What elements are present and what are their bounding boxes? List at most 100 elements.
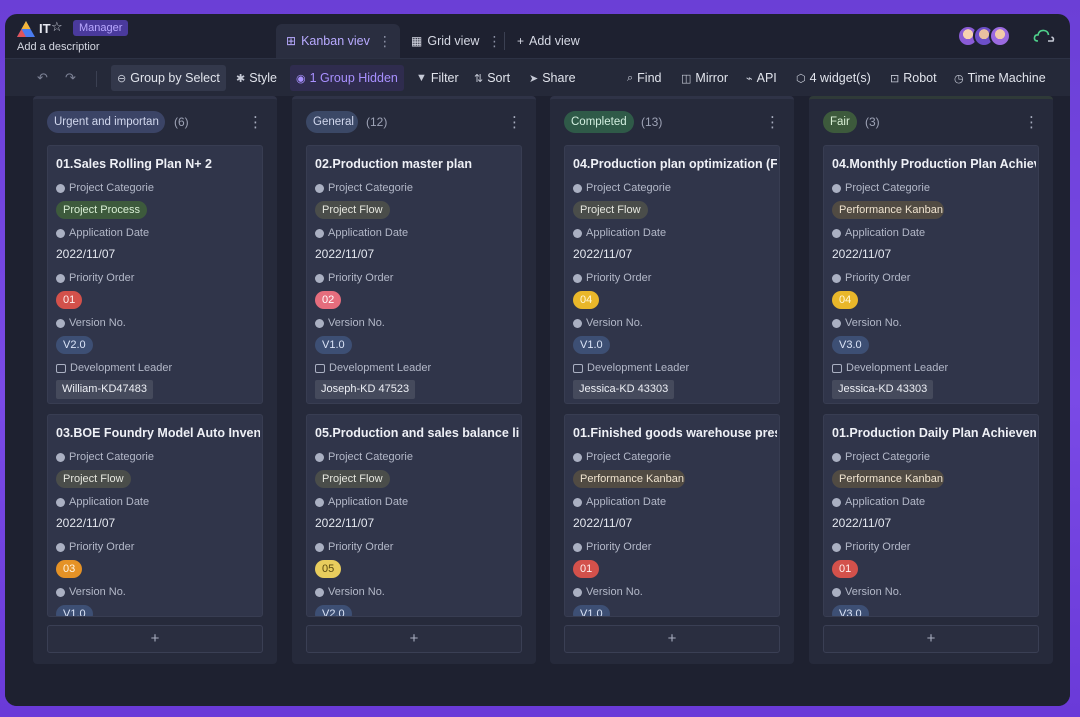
- category-tag: Performance Kanban: [832, 201, 944, 219]
- share-label: Share: [542, 71, 576, 85]
- field-label-text: Project Categorie: [845, 451, 930, 463]
- kanban-card[interactable]: 02.Production master plan Project Categor…: [306, 145, 522, 404]
- leader-tag: Jessica-KD 43303: [573, 380, 675, 399]
- api-button[interactable]: ⌁ API: [746, 67, 777, 89]
- time-machine-button[interactable]: ◷ Time Machine: [954, 67, 1046, 89]
- column-more-icon[interactable]: ⋮: [248, 114, 263, 131]
- field-label-version: Version No.: [315, 586, 385, 598]
- column-group-tag[interactable]: Urgent and importan: [47, 111, 165, 133]
- column-count: (12): [366, 115, 388, 129]
- column-header: Completed (13) ⋮: [564, 111, 784, 135]
- column-group-tag[interactable]: Fair: [823, 111, 857, 133]
- add-card-button[interactable]: +: [564, 625, 780, 653]
- kanban-card[interactable]: 05.Production and sales balance lin Proje…: [306, 414, 522, 617]
- kanban-card[interactable]: 01.Sales Rolling Plan N+ 2 Project Catego…: [47, 145, 263, 404]
- category-tag: Project Flow: [315, 470, 390, 488]
- version-tag: V1.0: [315, 336, 352, 354]
- date-field-icon: [832, 497, 841, 507]
- kanban-column: Fair (3) ⋮ 04.Monthly Production Plan Achie…: [809, 96, 1053, 664]
- tab-grid-view[interactable]: ▦ Grid view ⋮: [407, 24, 503, 58]
- column-more-icon[interactable]: ⋮: [765, 114, 780, 131]
- style-button[interactable]: ✱ Style: [236, 67, 277, 89]
- tab-more-icon[interactable]: ⋮: [377, 32, 392, 49]
- date-field-icon: [56, 497, 65, 507]
- collaborator-avatars[interactable]: [957, 25, 1011, 47]
- priority-field-icon: [315, 273, 324, 283]
- description-field[interactable]: Add a descriptior: [17, 41, 100, 53]
- find-button[interactable]: ⌕ Find: [627, 67, 662, 89]
- priority-tag: 01: [573, 560, 600, 578]
- field-label-text: Application Date: [328, 227, 409, 239]
- robot-button[interactable]: ⊡ Robot: [890, 67, 937, 89]
- field-label-priority: Priority Order: [315, 272, 393, 284]
- column-group-tag[interactable]: General: [306, 111, 358, 133]
- add-view-button[interactable]: + Add view: [513, 24, 603, 58]
- priority-field-icon: [573, 542, 582, 552]
- field-label-text: Application Date: [845, 227, 926, 239]
- kanban-card[interactable]: 03.BOE Foundry Model Auto Invento Project…: [47, 414, 263, 617]
- date-value: 2022/11/07: [832, 247, 892, 261]
- avatar[interactable]: [989, 25, 1011, 47]
- priority-field-icon: [832, 273, 841, 283]
- field-label-category: Project Categorie: [315, 451, 413, 463]
- field-label-priority: Priority Order: [832, 272, 910, 284]
- date-value: 2022/11/07: [832, 516, 892, 530]
- time-machine-label: Time Machine: [967, 71, 1046, 85]
- kanban-column: Completed (13) ⋮ 04.Production plan optimiz…: [550, 96, 794, 664]
- app-title: IT: [39, 21, 51, 36]
- tab-more-icon[interactable]: ⋮: [487, 32, 502, 49]
- date-value: 2022/11/07: [315, 247, 375, 261]
- kanban-column: General (12) ⋮ 02.Production master plan Pro…: [292, 96, 536, 664]
- mirror-button[interactable]: ◫ Mirror: [681, 67, 728, 89]
- kanban-card[interactable]: 04.Monthly Production Plan Achiev Project…: [823, 145, 1039, 404]
- field-label-text: Project Categorie: [328, 182, 413, 194]
- add-card-button[interactable]: +: [306, 625, 522, 653]
- field-label-text: Priority Order: [845, 272, 911, 284]
- priority-tag: 04: [832, 291, 859, 309]
- priority-field-icon: [315, 542, 324, 552]
- field-label-category: Project Categorie: [56, 182, 154, 194]
- category-field-icon: [832, 183, 841, 193]
- search-icon: ⌕: [627, 71, 634, 84]
- filter-button[interactable]: ▼ Filter: [416, 67, 459, 89]
- category-field-icon: [315, 183, 324, 193]
- star-icon[interactable]: ☆: [51, 19, 63, 34]
- field-label-text: Version No.: [328, 586, 385, 598]
- field-label-category: Project Categorie: [315, 182, 413, 194]
- version-tag: V3.0: [832, 605, 869, 616]
- category-field-icon: [56, 452, 65, 462]
- cloud-sync-icon[interactable]: [1033, 28, 1055, 44]
- column-group-tag[interactable]: Completed: [564, 111, 634, 133]
- kanban-card[interactable]: 01.Production Daily Plan Achievem Project…: [823, 414, 1039, 617]
- leader-tag: William-KD47483: [56, 380, 153, 399]
- share-button[interactable]: ➤ Share: [529, 67, 576, 89]
- version-field-icon: [573, 318, 582, 328]
- role-badge: Manager: [73, 20, 129, 36]
- kanban-card[interactable]: 04.Production plan optimization (F Projec…: [564, 145, 780, 404]
- sort-button[interactable]: ⇅ Sort: [474, 67, 510, 89]
- field-label-date: Application Date: [573, 227, 666, 239]
- kanban-card[interactable]: 01.Finished goods warehouse pres Project …: [564, 414, 780, 617]
- field-label-text: Development Leader: [587, 362, 690, 374]
- date-field-icon: [315, 228, 324, 238]
- add-card-button[interactable]: +: [823, 625, 1039, 653]
- priority-field-icon: [573, 273, 582, 283]
- field-label-priority: Priority Order: [315, 541, 393, 553]
- category-field-icon: [573, 452, 582, 462]
- version-field-icon: [832, 318, 841, 328]
- field-label-text: Priority Order: [328, 272, 394, 284]
- widgets-button[interactable]: ⬡ 4 widget(s): [796, 67, 871, 89]
- leader-tag: Joseph-KD 47523: [315, 380, 416, 399]
- undo-icon[interactable]: ↶: [37, 70, 48, 85]
- version-field-icon: [573, 587, 582, 597]
- add-card-button[interactable]: +: [47, 625, 263, 653]
- style-label: Style: [249, 71, 278, 85]
- hidden-groups-button[interactable]: ◉ 1 Group Hidden: [290, 65, 404, 91]
- column-more-icon[interactable]: ⋮: [507, 114, 522, 131]
- group-by-button[interactable]: ⊖ Group by Select: [111, 65, 226, 91]
- field-label-priority: Priority Order: [56, 541, 134, 553]
- tab-kanban-view[interactable]: ⊞ Kanban viev ⋮: [276, 24, 400, 58]
- field-label-category: Project Categorie: [573, 451, 671, 463]
- column-more-icon[interactable]: ⋮: [1024, 114, 1039, 131]
- redo-icon[interactable]: ↷: [65, 70, 76, 85]
